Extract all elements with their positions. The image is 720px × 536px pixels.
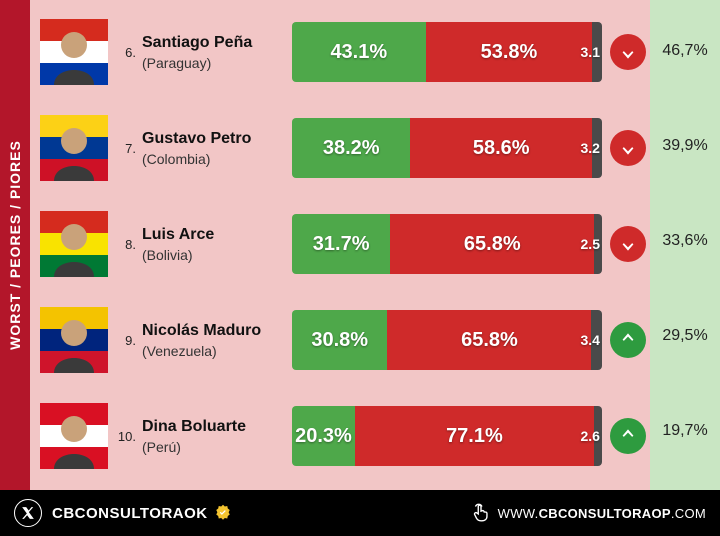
approve-segment: 38.2% bbox=[292, 118, 410, 178]
trend-down-icon bbox=[610, 226, 646, 262]
neutral-segment: 3.1 bbox=[592, 22, 602, 82]
side-category-text: WORST / PEORES / PIORES bbox=[7, 140, 23, 350]
leader-photo bbox=[40, 211, 108, 277]
neutral-segment: 2.6 bbox=[594, 406, 602, 466]
leader-row: 8. Luis Arce (Bolivia) 31.7% 65.8% 2.5 bbox=[30, 200, 650, 288]
leader-photo bbox=[40, 403, 108, 469]
right-percent-cell: 46,7% bbox=[650, 8, 720, 95]
leader-row: 9. Nicolás Maduro (Venezuela) 30.8% 65.8… bbox=[30, 296, 650, 384]
rank-number: 8. bbox=[112, 237, 136, 252]
verified-icon bbox=[214, 504, 232, 522]
leader-photo bbox=[40, 115, 108, 181]
leader-row: 7. Gustavo Petro (Colombia) 38.2% 58.6% … bbox=[30, 104, 650, 192]
right-percent-cell: 29,5% bbox=[650, 292, 720, 379]
rank-number: 10. bbox=[112, 429, 136, 444]
x-logo-icon bbox=[14, 499, 42, 527]
trend-down-icon bbox=[610, 130, 646, 166]
approval-bar: 31.7% 65.8% 2.5 bbox=[292, 214, 602, 274]
approve-segment: 43.1% bbox=[292, 22, 426, 82]
approval-bar: 43.1% 53.8% 3.1 bbox=[292, 22, 602, 82]
leader-name: Nicolás Maduro bbox=[142, 321, 292, 340]
trend-up-icon bbox=[610, 418, 646, 454]
leader-row: 6. Santiago Peña (Paraguay) 43.1% 53.8% … bbox=[30, 8, 650, 96]
right-percent-cell: 19,7% bbox=[650, 387, 720, 474]
approval-bar: 20.3% 77.1% 2.6 bbox=[292, 406, 602, 466]
footer-bar: CBCONSULTORAOK WWW.CBCONSULTORAOP.COM bbox=[0, 490, 720, 536]
url-suffix: .COM bbox=[671, 506, 706, 521]
leader-name-block: Dina Boluarte (Perú) bbox=[142, 417, 292, 454]
rank-number: 6. bbox=[112, 45, 136, 60]
leader-name-block: Luis Arce (Bolivia) bbox=[142, 225, 292, 262]
pointer-icon bbox=[470, 502, 492, 524]
leader-name: Dina Boluarte bbox=[142, 417, 292, 436]
disapprove-segment: 77.1% bbox=[355, 406, 594, 466]
trend-up-icon bbox=[610, 322, 646, 358]
website-url: WWW.CBCONSULTORAOP.COM bbox=[498, 506, 706, 521]
leader-country: (Bolivia) bbox=[142, 247, 292, 263]
approval-bar: 30.8% 65.8% 3.4 bbox=[292, 310, 602, 370]
leader-country: (Paraguay) bbox=[142, 55, 292, 71]
chart-container: WORST / PEORES / PIORES 6. Santiago Peña… bbox=[0, 0, 720, 536]
rank-number: 7. bbox=[112, 141, 136, 156]
url-bold: CBCONSULTORAOP bbox=[539, 506, 671, 521]
neutral-segment: 3.4 bbox=[591, 310, 602, 370]
trend-down-icon bbox=[610, 34, 646, 70]
leader-name-block: Santiago Peña (Paraguay) bbox=[142, 33, 292, 70]
leader-name-block: Gustavo Petro (Colombia) bbox=[142, 129, 292, 166]
leader-name: Luis Arce bbox=[142, 225, 292, 244]
rank-number: 9. bbox=[112, 333, 136, 348]
disapprove-segment: 65.8% bbox=[390, 214, 594, 274]
neutral-segment: 3.2 bbox=[592, 118, 602, 178]
leader-name: Santiago Peña bbox=[142, 33, 292, 52]
disapprove-segment: 53.8% bbox=[426, 22, 593, 82]
approve-segment: 30.8% bbox=[292, 310, 387, 370]
url-prefix: WWW. bbox=[498, 506, 539, 521]
side-category-label: WORST / PEORES / PIORES bbox=[0, 0, 30, 490]
leader-rows: 6. Santiago Peña (Paraguay) 43.1% 53.8% … bbox=[30, 0, 650, 490]
right-percent-cell: 33,6% bbox=[650, 198, 720, 285]
right-percent-cell: 39,9% bbox=[650, 103, 720, 190]
leader-country: (Colombia) bbox=[142, 151, 292, 167]
leader-row: 10. Dina Boluarte (Perú) 20.3% 77.1% 2.6 bbox=[30, 392, 650, 480]
leader-country: (Venezuela) bbox=[142, 343, 292, 359]
neutral-segment: 2.5 bbox=[594, 214, 602, 274]
leader-name-block: Nicolás Maduro (Venezuela) bbox=[142, 321, 292, 358]
right-percent-column: 46,7% 39,9% 33,6%29,5% 19,7% bbox=[650, 0, 720, 490]
disapprove-segment: 58.6% bbox=[410, 118, 592, 178]
leader-photo bbox=[40, 307, 108, 373]
disapprove-segment: 65.8% bbox=[387, 310, 591, 370]
leader-name: Gustavo Petro bbox=[142, 129, 292, 148]
approve-segment: 20.3% bbox=[292, 406, 355, 466]
approve-segment: 31.7% bbox=[292, 214, 390, 274]
social-handle: CBCONSULTORAOK bbox=[52, 505, 208, 522]
approval-bar: 38.2% 58.6% 3.2 bbox=[292, 118, 602, 178]
leader-photo bbox=[40, 19, 108, 85]
leader-country: (Perú) bbox=[142, 439, 292, 455]
